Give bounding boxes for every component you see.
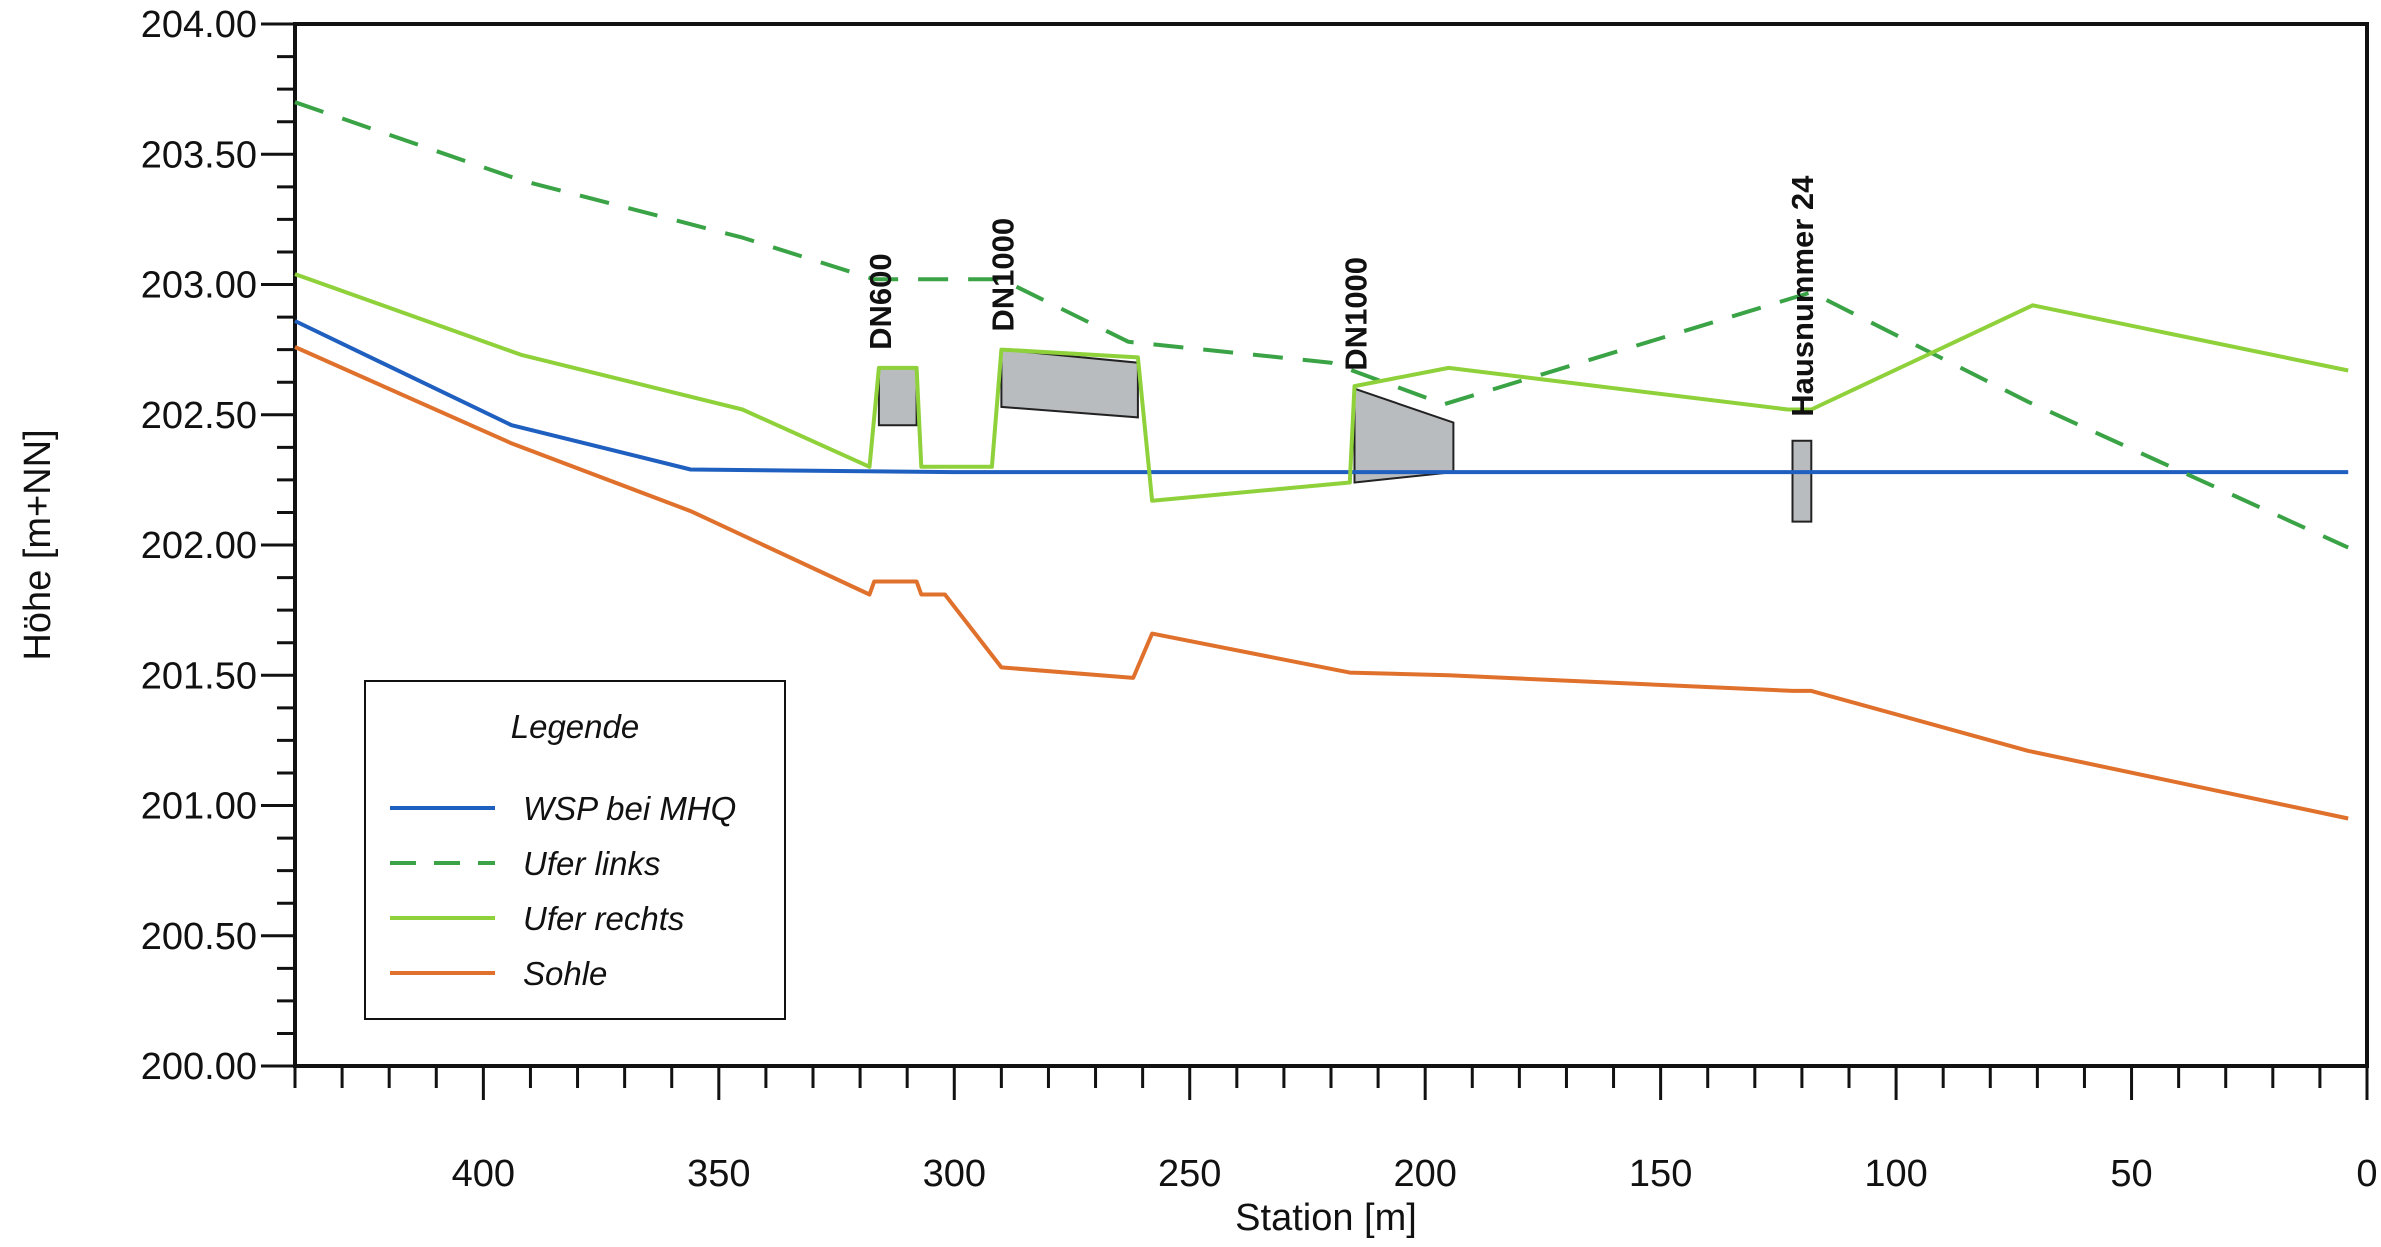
- y-axis-title: Höhe [m+NN]: [17, 429, 59, 660]
- legend-box: [364, 680, 786, 1020]
- x-tick-label: 150: [1629, 1153, 1692, 1195]
- y-tick-label: 200.50: [141, 916, 257, 958]
- structure-shape: [1000, 348, 1139, 419]
- series-line: [294, 100, 2350, 550]
- legend-label: Ufer links: [523, 845, 661, 882]
- y-tick-label: 200.00: [141, 1046, 257, 1088]
- structures-layer: [877, 348, 1813, 523]
- x-tick-label: 0: [2356, 1153, 2377, 1195]
- y-tick-label: 201.50: [141, 655, 257, 697]
- x-tick-label: 50: [2110, 1153, 2152, 1195]
- legend-label: Sohle: [523, 955, 607, 992]
- y-tick-label: 203.50: [141, 134, 257, 176]
- x-axis: 400 350 300 250 200 150 100 50 0: [293, 1066, 2378, 1195]
- legend-label: Ufer rechts: [523, 900, 684, 937]
- legend-label: WSP bei MHQ: [523, 790, 736, 827]
- series-line: [294, 319, 2349, 475]
- x-tick-label: 400: [452, 1153, 515, 1195]
- structure-label: DN1000: [985, 218, 1020, 332]
- structure-label: Hausnummer 24: [1785, 175, 1820, 417]
- y-tick-label: 201.00: [141, 786, 257, 828]
- structure-shape: [1791, 439, 1813, 523]
- structure-shape: [877, 366, 918, 427]
- legend: Legende WSP bei MHQ Ufer links Ufer rechts…: [364, 680, 786, 1020]
- y-tick-label: 203.00: [141, 265, 257, 307]
- structure-shape: [1353, 387, 1455, 484]
- structure-label: DN600: [863, 253, 898, 350]
- series-line: [294, 345, 2349, 821]
- y-tick-label: 202.00: [141, 525, 257, 567]
- legend-items: WSP bei MHQ Ufer links Ufer rechts Sohle: [390, 790, 736, 992]
- series-layer: [294, 100, 2350, 821]
- structure-labels: DN600 DN1000 DN1000 Hausnummer 24: [863, 175, 1820, 417]
- structure-label: DN1000: [1339, 257, 1374, 371]
- y-tick-label: 202.50: [141, 395, 257, 437]
- x-axis-title: Station [m]: [1235, 1197, 1417, 1239]
- x-tick-label: 350: [687, 1153, 750, 1195]
- legend-title: Legende: [511, 708, 639, 745]
- x-tick-label: 250: [1158, 1153, 1221, 1195]
- series-line: [294, 272, 2349, 503]
- x-tick-label: 300: [923, 1153, 986, 1195]
- x-tick-label: 100: [1864, 1153, 1927, 1195]
- y-tick-label: 204.00: [141, 4, 257, 46]
- y-axis: 200.00 200.50 201.00 201.50 202.00 202.50 203.…: [141, 4, 295, 1088]
- x-tick-label: 200: [1393, 1153, 1456, 1195]
